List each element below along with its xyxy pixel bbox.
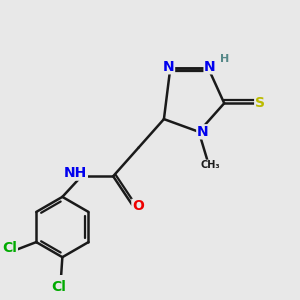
Text: Cl: Cl — [52, 280, 67, 294]
Text: CH₃: CH₃ — [200, 160, 220, 170]
Text: H: H — [220, 54, 230, 64]
Text: Cl: Cl — [2, 242, 17, 255]
Text: S: S — [255, 96, 265, 110]
Text: N: N — [197, 125, 208, 139]
Text: NH: NH — [64, 166, 87, 180]
Text: O: O — [132, 200, 144, 213]
Text: N: N — [163, 60, 175, 74]
Text: N: N — [204, 60, 216, 74]
